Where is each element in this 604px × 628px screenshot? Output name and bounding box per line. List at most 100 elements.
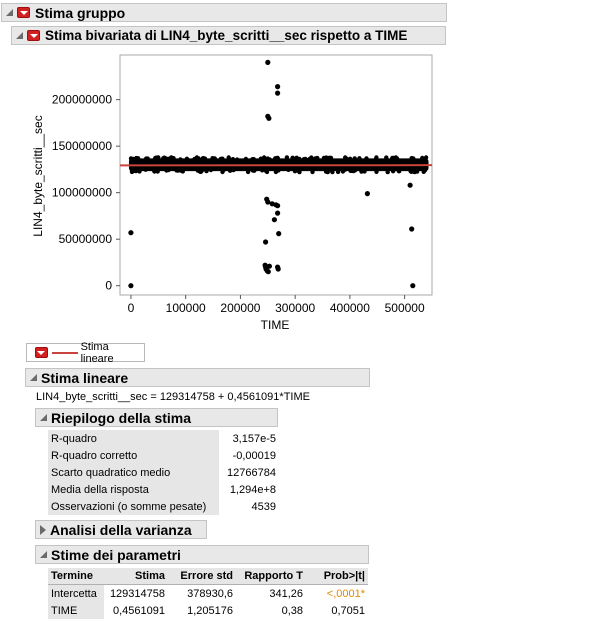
disclosure-open-icon[interactable] [40, 551, 47, 558]
param-prob: <,0001* [326, 587, 365, 600]
red-triangle-menu-icon[interactable] [27, 30, 40, 41]
bivariate-header[interactable]: Stima bivariata di LIN4_byte_scritti__se… [11, 26, 446, 45]
data-point [184, 156, 190, 161]
param-std-err: 1,205176 [187, 604, 233, 617]
disclosure-open-icon[interactable] [6, 9, 13, 16]
data-point [137, 169, 142, 174]
data-point [128, 230, 134, 236]
data-point [384, 155, 389, 160]
summary-header[interactable]: Riepilogo della stima [35, 408, 278, 427]
data-point [286, 167, 291, 172]
disclosure-open-icon[interactable] [40, 414, 47, 421]
data-point [145, 156, 150, 161]
data-point [243, 156, 249, 162]
disclosure-open-icon[interactable] [30, 374, 37, 381]
data-point [407, 182, 413, 188]
data-point [156, 155, 161, 160]
disclosure-open-icon[interactable] [16, 32, 23, 39]
data-point [129, 168, 135, 173]
data-point [347, 156, 353, 161]
data-point [396, 167, 401, 173]
data-point [352, 156, 357, 161]
data-point [423, 155, 429, 160]
data-point [202, 157, 207, 162]
data-point [155, 169, 160, 174]
data-point [309, 155, 314, 160]
disclosure-closed-icon[interactable] [40, 524, 46, 535]
plot-frame [119, 54, 433, 296]
data-point [227, 168, 233, 173]
data-point [204, 168, 209, 174]
anova-header[interactable]: Analisi della varianza [35, 520, 207, 539]
data-point [128, 283, 134, 289]
data-point [265, 269, 271, 275]
data-point [353, 168, 358, 173]
data-point [265, 199, 271, 205]
summary-label: Osservazioni (o somme pesate) [48, 498, 219, 515]
data-point [195, 168, 201, 173]
red-triangle-menu-icon[interactable] [17, 7, 30, 18]
param-std-err: 378930,6 [187, 587, 233, 600]
data-point [180, 169, 185, 174]
data-point [394, 156, 400, 161]
y-tick-label: 100000000 [52, 186, 112, 200]
column-header[interactable]: Prob>|t| [306, 568, 368, 585]
data-point [275, 210, 281, 216]
data-point [325, 169, 330, 175]
summary-label: R-quadro corretto [48, 447, 219, 464]
data-point [199, 168, 205, 173]
legend-label: Stima lineare [80, 340, 114, 365]
param-prob: 0,7051 [331, 604, 365, 617]
bivariate-title: Stima bivariata di LIN4_byte_scritti__se… [45, 28, 408, 43]
anova-title: Analisi della varianza [50, 521, 192, 538]
param-term: Intercetta [48, 584, 104, 602]
param-t-ratio: 0,38 [281, 604, 303, 617]
data-point [221, 167, 227, 172]
data-point [275, 266, 281, 272]
data-point [327, 157, 332, 162]
data-point [266, 263, 272, 269]
column-header[interactable]: Termine [48, 568, 104, 585]
data-point [245, 169, 251, 175]
data-point [128, 156, 134, 161]
data-point [297, 156, 302, 162]
column-header[interactable]: Rapporto T [236, 568, 306, 585]
fit-equation: LIN4_byte_scritti__sec = 129314758 + 0,4… [36, 391, 310, 403]
data-point [133, 168, 139, 174]
param-estimate: 129314758 [109, 587, 165, 600]
column-header[interactable]: Errore std [168, 568, 236, 585]
data-point [276, 231, 282, 237]
fit-legend[interactable]: Stima lineare [26, 340, 145, 365]
summary-row: R-quadro corretto -0,00019 [48, 447, 279, 464]
linear-fit-title: Stima lineare [41, 369, 129, 386]
params-header[interactable]: Stime dei parametri [35, 545, 369, 564]
scatter-plot[interactable]: 0 100000 200000 300000 400000 500000 0 5000000… [0, 0, 604, 340]
red-triangle-menu-icon[interactable] [35, 347, 48, 358]
x-tick-label: 100000 [166, 301, 206, 315]
params-title: Stime dei parametri [51, 546, 181, 563]
summary-title: Riepilogo della stima [51, 409, 192, 426]
data-point [420, 155, 425, 161]
summary-value: 4539 [251, 500, 276, 513]
data-point [208, 167, 214, 173]
data-point [385, 169, 390, 175]
data-point [258, 157, 264, 162]
data-point [275, 156, 280, 161]
data-point [178, 157, 183, 162]
data-point [374, 169, 379, 174]
group-header[interactable]: Stima gruppo [1, 3, 447, 22]
data-point [310, 169, 315, 175]
data-point [266, 157, 271, 162]
linear-fit-header[interactable]: Stima lineare [25, 368, 370, 387]
summary-label: Scarto quadratico medio [48, 464, 219, 481]
x-tick-label: 400000 [330, 301, 370, 315]
data-point [290, 155, 295, 160]
x-tick-label: 300000 [275, 301, 315, 315]
data-point [374, 156, 379, 161]
params-table: Termine Stima Errore std Rapporto T Prob>|t|… [48, 568, 368, 619]
data-point [275, 84, 281, 90]
data-point [409, 169, 414, 174]
column-header[interactable]: Stima [104, 568, 168, 585]
data-point [342, 167, 348, 172]
data-point [414, 169, 420, 174]
